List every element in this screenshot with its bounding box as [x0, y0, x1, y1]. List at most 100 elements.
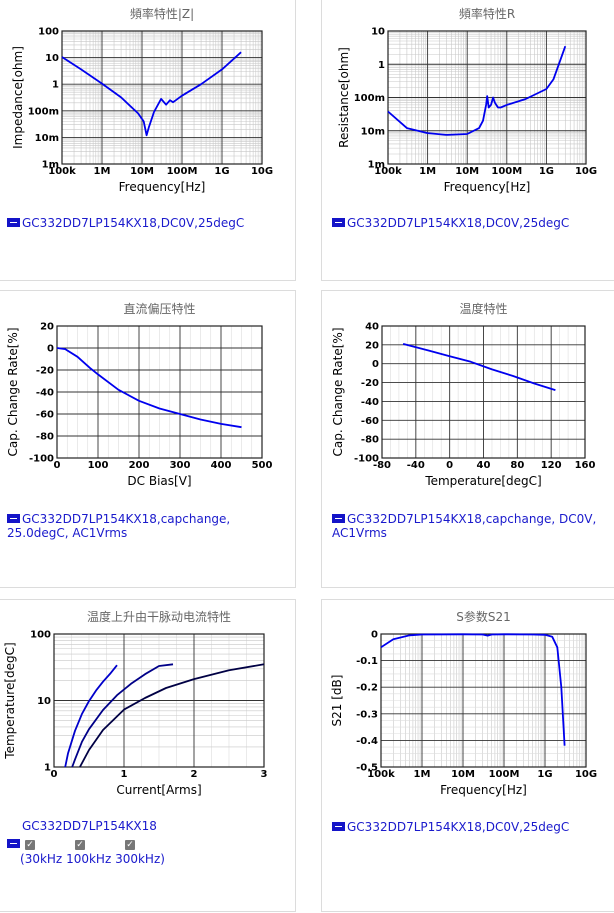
y-tick-label: 100 [38, 27, 59, 38]
legend-toggle-icon[interactable] [332, 822, 345, 831]
x-axis-label: Current[Arms] [116, 783, 201, 797]
x-tick-label: -40 [407, 460, 425, 471]
legend-label: GC332DD7LP154KX18,DC0V,25degC [22, 216, 245, 230]
legend-label: GC332DD7LP154KX18,capchange, 25.0degC, A… [7, 512, 231, 540]
y-tick-label: -20 [36, 366, 54, 377]
checkbox-30khz[interactable]: ✓ [25, 839, 35, 850]
resistance-chart: 100k 1M 10M 100M 1G 10G 1m 10m 100m 1 10 頻率特性R Frequ… [337, 6, 597, 194]
y-tick-label: 100m [354, 93, 385, 104]
series-line-300khz [79, 663, 265, 768]
plot-frame [56, 325, 263, 459]
legend-100khz-label: 100kHz [66, 852, 112, 866]
ripple-legend[interactable]: ✓ ✓ ✓ [7, 837, 207, 851]
x-tick-label: 100M [167, 166, 198, 177]
chart-title: 頻率特性|Z| [130, 6, 194, 21]
dc-bias-legend[interactable]: GC332DD7LP154KX18,capchange, 25.0degC, A… [7, 512, 257, 540]
y-tick-label: -100 [29, 454, 54, 465]
y-tick-label: -0.5 [356, 763, 378, 774]
y-axis-label: Resistance[ohm] [337, 47, 351, 148]
impedance-legend[interactable]: GC332DD7LP154KX18,DC0V,25degC [7, 216, 244, 230]
y-tick-label: 10m [35, 133, 59, 144]
x-tick-label: 0 [51, 769, 58, 780]
series-line-0 [387, 45, 567, 136]
y-tick-label: 1m [368, 160, 385, 171]
legend-toggle-icon[interactable] [332, 514, 345, 523]
y-tick-label: 20 [365, 340, 379, 351]
ripple-current-chart-panel: 0 1 2 3 1 10 100 温度上升由干脉动电流特性 Current[Arms] Tempe… [0, 599, 296, 912]
y-axis-label: Impedance[ohm] [11, 46, 25, 149]
chart-title: 直流偏压特性 [123, 301, 195, 316]
s21-legend[interactable]: GC332DD7LP154KX18,DC0V,25degC [332, 820, 569, 834]
x-tick-label: 100M [489, 769, 520, 780]
temperature-chart: -80 -40 0 40 80 120 160-100-80-60-40-2002040温度… [331, 301, 595, 488]
y-tick-label: 0 [371, 630, 378, 641]
y-axis-label: Temperature[degC] [3, 642, 17, 759]
legend-label: GC332DD7LP154KX18,capchange, DC0V, AC1Vr… [332, 512, 597, 540]
checkbox-100khz[interactable]: ✓ [75, 839, 85, 850]
series-line-30khz [64, 664, 118, 768]
x-tick-label: 80 [510, 460, 524, 471]
y-tick-label: -0.2 [356, 683, 378, 694]
plot-frame [387, 30, 587, 165]
x-tick-label: 1M [419, 166, 436, 177]
y-tick-label: 20 [40, 322, 54, 333]
y-tick-label: -80 [36, 432, 54, 443]
x-tick-label: -80 [373, 460, 391, 471]
y-tick-label: -0.1 [356, 656, 378, 667]
chart-title: 温度上升由干脉动电流特性 [87, 609, 231, 624]
legend-toggle-icon[interactable] [7, 514, 20, 523]
x-tick-label: 100 [88, 460, 109, 471]
ripple-legend-labels: (30kHz 100kHz 300kHz) [20, 852, 165, 866]
resistance-legend[interactable]: GC332DD7LP154KX18,DC0V,25degC [332, 216, 569, 230]
plot-frame [61, 30, 263, 165]
checkbox-300khz[interactable]: ✓ [125, 839, 135, 850]
y-tick-label: -0.3 [356, 709, 378, 720]
x-tick-label: 1M [94, 166, 111, 177]
legend-toggle-icon[interactable] [7, 218, 20, 227]
x-tick-label: 120 [541, 460, 562, 471]
x-tick-label: 200 [129, 460, 150, 471]
x-tick-label: 100k [374, 166, 402, 177]
s21-chart: 100k 1M 10M 100M 1G 10G -0.5 -0.4 -0.3 -0.2 -0.1 0 S… [330, 609, 597, 797]
dc-bias-chart: 0 100 200 300 400 500 -100 -80 -60 -40 -20 0 20 直流偏压特… [6, 301, 272, 488]
y-tick-label: -40 [361, 397, 379, 408]
legend-30khz-label: 30kHz [24, 852, 63, 866]
y-tick-label: -100 [354, 454, 379, 465]
x-tick-label: 100k [367, 769, 395, 780]
ripple-legend-title: GC332DD7LP154KX18 [22, 819, 157, 833]
y-tick-label: -0.4 [356, 736, 378, 747]
x-tick-label: 10M [455, 166, 479, 177]
series-line-0 [61, 51, 242, 137]
chart-title: 温度特性 [459, 301, 507, 316]
x-tick-label: 100M [491, 166, 522, 177]
x-tick-label: 1 [121, 769, 128, 780]
x-axis-label: Temperature[degC] [424, 474, 541, 488]
impedance-chart-panel: 100k 1M 10M 100M 1G 10G 1m 10m 100m 1 10 100 頻率特性|Z|… [0, 0, 296, 281]
y-tick-label: 1 [44, 763, 51, 774]
temperature-legend[interactable]: GC332DD7LP154KX18,capchange, DC0V, AC1Vr… [332, 512, 607, 540]
series-line-0 [380, 633, 566, 746]
chart-title: S参数S21 [456, 609, 511, 624]
y-tick-label: 10 [45, 53, 59, 64]
y-tick-label: 1m [42, 160, 59, 171]
x-tick-label: 10M [451, 769, 475, 780]
legend-toggle-icon[interactable] [332, 218, 345, 227]
x-tick-label: 3 [261, 769, 268, 780]
dc-bias-chart-panel: 0 100 200 300 400 500 -100 -80 -60 -40 -20 0 20 直流偏压特… [0, 290, 296, 588]
x-tick-label: 10G [251, 166, 273, 177]
plot-frame [381, 325, 586, 459]
impedance-chart: 100k 1M 10M 100M 1G 10G 1m 10m 100m 1 10 100 頻率特性|Z|… [11, 6, 273, 194]
x-axis-label: Frequency[Hz] [444, 180, 531, 194]
legend-label: GC332DD7LP154KX18,DC0V,25degC [347, 216, 570, 230]
y-axis-label: S21 [dB] [330, 675, 344, 727]
y-tick-label: 10m [361, 126, 385, 137]
legend-toggle-icon[interactable] [7, 839, 20, 848]
x-axis-label: Frequency[Hz] [440, 783, 527, 797]
resistance-chart-panel: 100k 1M 10M 100M 1G 10G 1m 10m 100m 1 10 頻率特性R Frequ… [321, 0, 614, 281]
y-axis-label: Cap. Change Rate[%] [331, 327, 345, 456]
x-tick-label: 1G [539, 166, 554, 177]
x-tick-label: 1M [414, 769, 431, 780]
y-tick-label: 10 [37, 696, 51, 707]
y-tick-label: -20 [361, 378, 379, 389]
y-axis-label: Cap. Change Rate[%] [6, 327, 20, 456]
